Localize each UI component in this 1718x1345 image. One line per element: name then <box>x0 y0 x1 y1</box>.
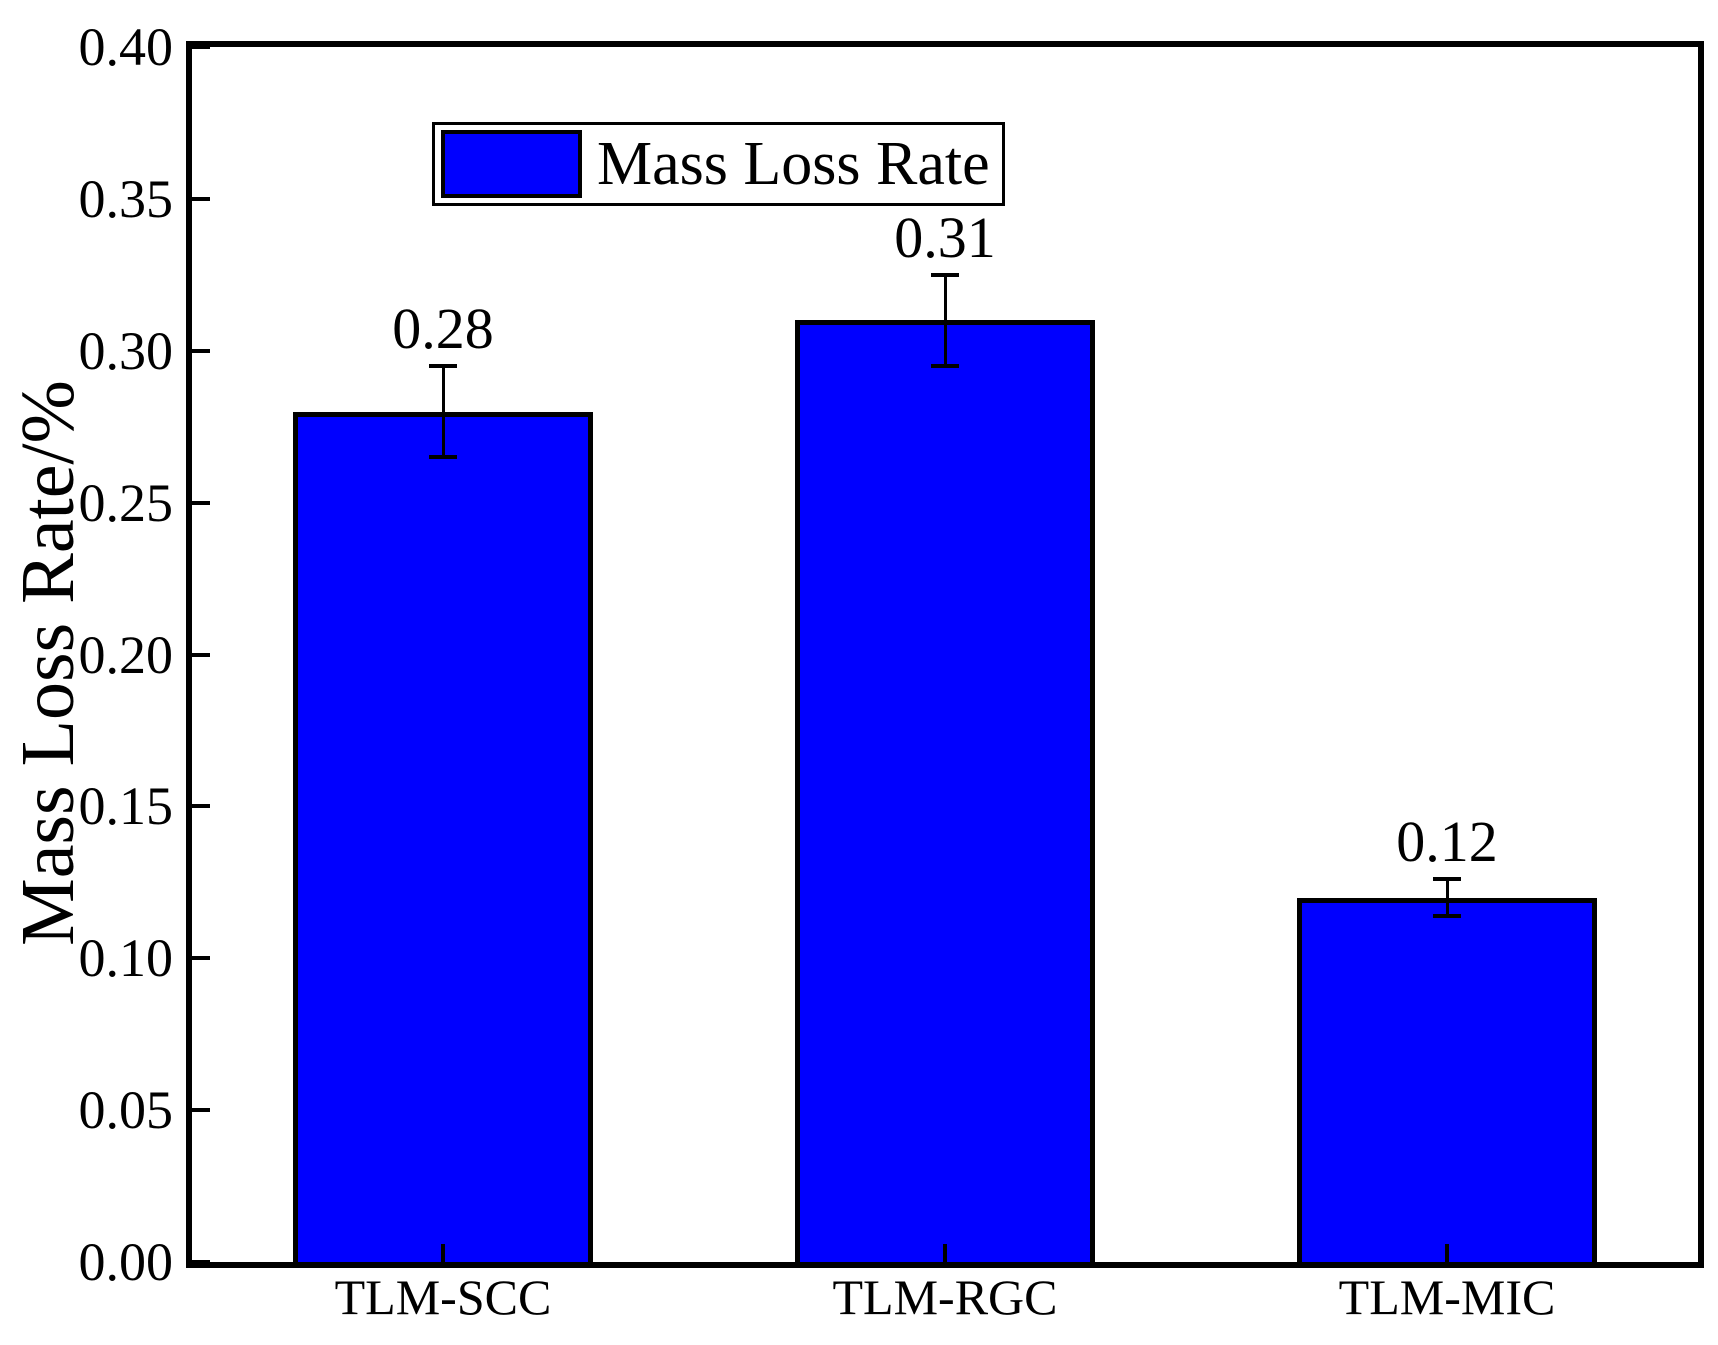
y-axis-tick <box>192 348 210 353</box>
y-axis-tick <box>192 1260 210 1264</box>
error-bar-line <box>441 365 445 458</box>
y-axis-tick <box>192 652 210 657</box>
bar-value-label: 0.28 <box>392 295 494 361</box>
error-bar-cap-bottom <box>931 363 959 368</box>
y-axis-tick <box>192 956 210 961</box>
error-bar-line <box>1445 879 1449 916</box>
y-axis-tick <box>192 45 210 49</box>
legend: Mass Loss Rate <box>432 122 1005 206</box>
y-tick-label: 0.40 <box>78 17 174 77</box>
error-bar-cap-bottom <box>1433 913 1461 918</box>
bar-tlm-rgc <box>795 320 1095 1262</box>
y-axis-tick <box>192 196 210 201</box>
y-axis-tick <box>192 500 210 505</box>
y-tick-label: 0.25 <box>78 472 174 533</box>
error-bar-cap-top <box>429 363 457 368</box>
y-axis-tick <box>192 804 210 809</box>
bar-value-label: 0.12 <box>1396 809 1498 875</box>
plot-area: 0.28 0.31 0.12 Mass Loss Rate <box>186 41 1704 1268</box>
x-axis-tick <box>943 1244 947 1262</box>
x-axis-tick <box>1445 1244 1449 1262</box>
error-bar-cap-top <box>1433 877 1461 882</box>
y-tick-label: 0.20 <box>78 624 174 685</box>
x-axis-tick <box>441 1244 445 1262</box>
y-axis-title: Mass Loss Rate/% <box>6 380 90 946</box>
bar-tlm-scc <box>293 411 593 1262</box>
x-category-label: TLM-MIC <box>1338 1269 1556 1325</box>
y-tick-label: 0.30 <box>78 320 174 381</box>
bar-value-label: 0.31 <box>894 204 996 270</box>
error-bar-cap-bottom <box>429 455 457 460</box>
y-tick-label: 0.35 <box>78 168 174 229</box>
y-tick-label: 0.00 <box>78 1232 174 1292</box>
legend-color-swatch <box>441 130 582 198</box>
y-tick-label: 0.10 <box>78 928 174 989</box>
error-bar-cap-top <box>931 272 959 277</box>
legend-entry-label: Mass Loss Rate <box>597 130 990 198</box>
y-axis-tick <box>192 1108 210 1113</box>
y-tick-label: 0.15 <box>78 776 174 837</box>
error-bar-line <box>943 274 947 366</box>
plot-data-layer: 0.28 0.31 0.12 <box>192 45 1698 1264</box>
bar-tlm-mic <box>1297 897 1597 1262</box>
x-category-label: TLM-RGC <box>832 1269 1058 1325</box>
y-tick-label: 0.05 <box>78 1080 174 1141</box>
x-category-label: TLM-SCC <box>334 1269 552 1325</box>
